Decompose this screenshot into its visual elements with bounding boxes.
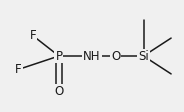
Text: Si: Si xyxy=(138,50,149,62)
Text: O: O xyxy=(111,50,121,62)
Text: P: P xyxy=(55,50,62,62)
Text: F: F xyxy=(15,63,22,76)
Text: O: O xyxy=(54,85,63,98)
Text: F: F xyxy=(30,29,36,42)
Text: NH: NH xyxy=(83,50,101,62)
